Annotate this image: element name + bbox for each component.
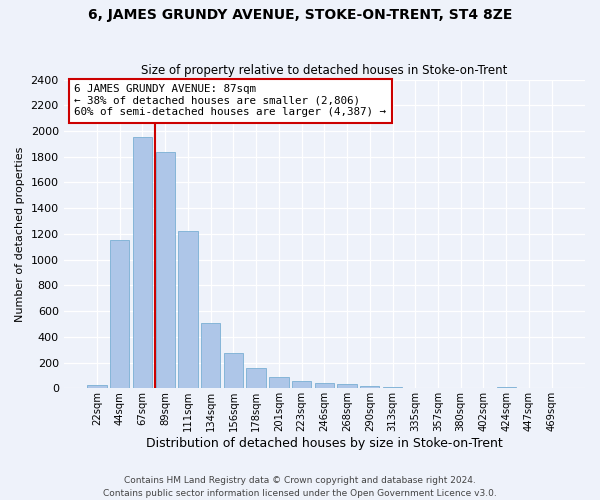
- Bar: [224, 353, 243, 388]
- Text: Contains HM Land Registry data © Crown copyright and database right 2024.
Contai: Contains HM Land Registry data © Crown c…: [103, 476, 497, 498]
- Bar: [497, 387, 516, 388]
- Bar: [314, 383, 334, 388]
- Bar: [88, 385, 107, 388]
- Bar: [383, 387, 402, 388]
- Bar: [201, 322, 220, 388]
- Text: 6 JAMES GRUNDY AVENUE: 87sqm
← 38% of detached houses are smaller (2,806)
60% of: 6 JAMES GRUNDY AVENUE: 87sqm ← 38% of de…: [74, 84, 386, 117]
- Bar: [110, 240, 130, 388]
- Bar: [133, 138, 152, 388]
- Title: Size of property relative to detached houses in Stoke-on-Trent: Size of property relative to detached ho…: [141, 64, 508, 77]
- Bar: [269, 376, 289, 388]
- Bar: [292, 381, 311, 388]
- Bar: [155, 152, 175, 388]
- Bar: [247, 368, 266, 388]
- Bar: [337, 384, 357, 388]
- X-axis label: Distribution of detached houses by size in Stoke-on-Trent: Distribution of detached houses by size …: [146, 437, 503, 450]
- Text: 6, JAMES GRUNDY AVENUE, STOKE-ON-TRENT, ST4 8ZE: 6, JAMES GRUNDY AVENUE, STOKE-ON-TRENT, …: [88, 8, 512, 22]
- Bar: [360, 386, 379, 388]
- Bar: [178, 232, 197, 388]
- Y-axis label: Number of detached properties: Number of detached properties: [15, 146, 25, 322]
